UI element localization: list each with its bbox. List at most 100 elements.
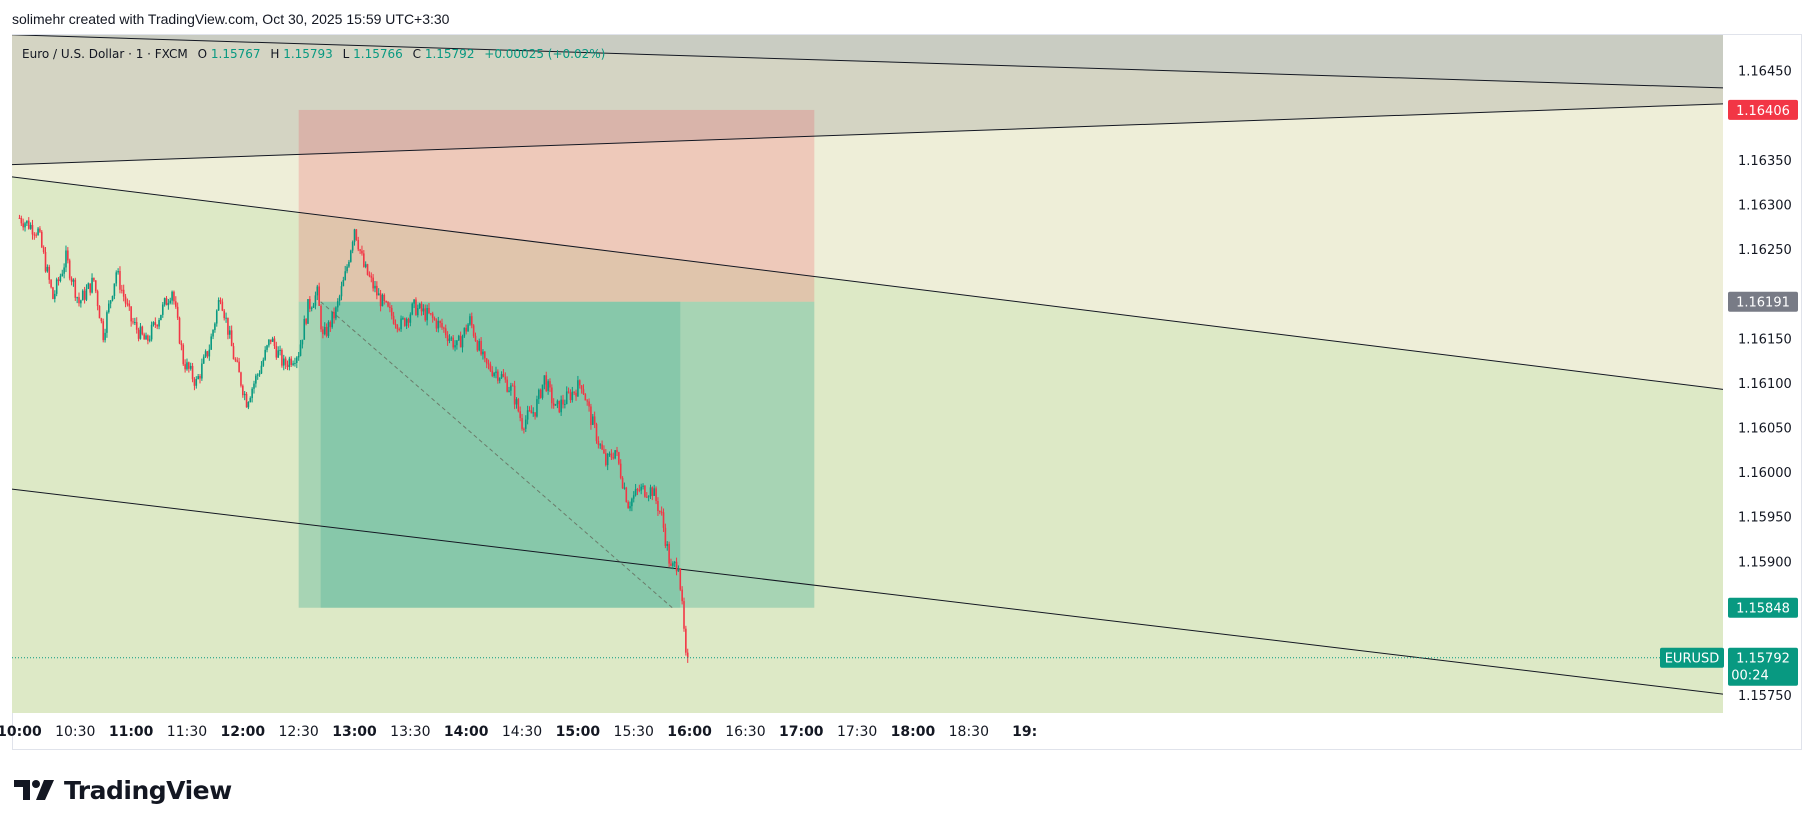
candle-body [80, 300, 82, 304]
candle-body [301, 339, 304, 345]
candle-body [396, 325, 399, 330]
channel-top-line[interactable] [12, 35, 1723, 89]
candle-body [420, 303, 423, 312]
time-tick-label: 15:00 [556, 724, 601, 740]
candle-body [400, 318, 402, 330]
tradingview-logo[interactable]: TradingView [14, 774, 232, 806]
candle-body [541, 384, 544, 398]
candle-body [288, 358, 291, 368]
tradingview-logo-text: TradingView [64, 775, 232, 805]
candle-body [85, 288, 88, 300]
candle-body [413, 299, 415, 304]
candle-body [243, 393, 246, 396]
price-tick-label: 1.16300 [1738, 199, 1792, 214]
candle-body [186, 362, 188, 370]
candle-body [54, 293, 56, 299]
candle-body [61, 273, 64, 277]
candle-body [227, 317, 229, 335]
candle-body [98, 306, 101, 319]
candle-body [247, 402, 250, 408]
candle-body [121, 289, 123, 291]
time-axis[interactable]: 10:00 10:30 11:00 11:30 12:00 12:30 13:00 13:30… [0, 724, 1037, 740]
candle-body [374, 285, 376, 289]
legend-low-label: L [343, 47, 350, 61]
candle-body [519, 411, 521, 419]
candle-body [238, 361, 240, 373]
candle-body [513, 385, 516, 405]
stop-loss-zone[interactable] [298, 109, 815, 302]
candle-body [554, 404, 557, 406]
candle-body [645, 496, 648, 498]
candle-body [629, 506, 631, 509]
candle-body [651, 487, 654, 496]
candle-body [264, 349, 266, 360]
time-tick-label: 18:00 [891, 724, 936, 740]
candle-body [344, 271, 347, 281]
channel-mid-upper-line[interactable] [12, 103, 1723, 166]
candle-body [228, 330, 231, 335]
price-axis[interactable]: 1.16450 1.16350 1.16300 1.16250 1.16150 1.161… [1738, 65, 1792, 704]
time-tick-label: 17:00 [779, 724, 824, 740]
legend-close-value: 1.15792 [425, 47, 475, 61]
candle-body [68, 260, 71, 279]
candle-body [100, 318, 103, 322]
price-badge-entry-label: 1.16191 [1736, 296, 1790, 311]
candle-body [597, 441, 600, 445]
take-profit-zone[interactable] [298, 301, 815, 608]
candle-body [126, 303, 129, 305]
trend-lines[interactable] [12, 35, 1723, 695]
candle-body [258, 373, 261, 375]
top-channel-fill [12, 35, 1723, 88]
candle-body [260, 365, 263, 374]
candle-body [353, 229, 356, 242]
channel-mid-lower-line[interactable] [12, 176, 1723, 390]
short-position-tool[interactable] [298, 109, 815, 609]
price-badges: 1.16406 1.16191 1.15848 1.15792 00:24 EURUSD [1660, 99, 1798, 686]
candle-body [437, 321, 440, 329]
candle-body [191, 365, 194, 380]
filled-profit-zone [320, 301, 681, 608]
candle-body [593, 416, 596, 425]
candle-body [357, 240, 360, 250]
candle-body [165, 298, 168, 306]
candle-body [266, 345, 268, 350]
candle-body [188, 362, 190, 369]
candle-body [526, 410, 529, 420]
candle-body [575, 392, 577, 397]
candle-body [452, 337, 454, 348]
candle-body [359, 249, 361, 251]
candle-body [686, 652, 689, 658]
candle-body [504, 376, 507, 380]
candle-body [523, 428, 525, 430]
legend-symbol: Euro / U.S. Dollar · 1 · FXCM [22, 47, 188, 61]
candle-body [55, 279, 58, 294]
candle-body [634, 489, 637, 496]
candle-body [454, 345, 456, 348]
candle-body [204, 351, 207, 357]
candle-body [491, 370, 494, 376]
candle-body [480, 340, 482, 355]
price-tick-label: 1.16450 [1738, 65, 1792, 80]
candle-body [551, 387, 553, 404]
candle-body [107, 303, 110, 313]
candle-body [619, 463, 622, 478]
candle-body [279, 349, 281, 351]
price-tick-label: 1.16350 [1738, 154, 1792, 169]
candle-body [310, 307, 313, 309]
candle-body [625, 487, 628, 503]
candle-body [139, 326, 142, 339]
candle-body [370, 276, 373, 278]
chart-canvas[interactable]: 1.16450 1.16350 1.16300 1.16250 1.16150 1.161… [0, 0, 1814, 760]
channel-bottom-line[interactable] [12, 488, 1723, 695]
candle-body [173, 291, 175, 302]
candle-body [618, 452, 620, 464]
candle-body [538, 389, 540, 400]
candle-body [113, 283, 116, 296]
candle-body [37, 228, 39, 235]
candle-body [156, 324, 158, 327]
candle-body [329, 322, 332, 328]
candle-body [588, 401, 590, 407]
legend-open-value: 1.15767 [211, 47, 261, 61]
candle-body [385, 301, 387, 303]
legend-high-label: H [270, 47, 279, 61]
